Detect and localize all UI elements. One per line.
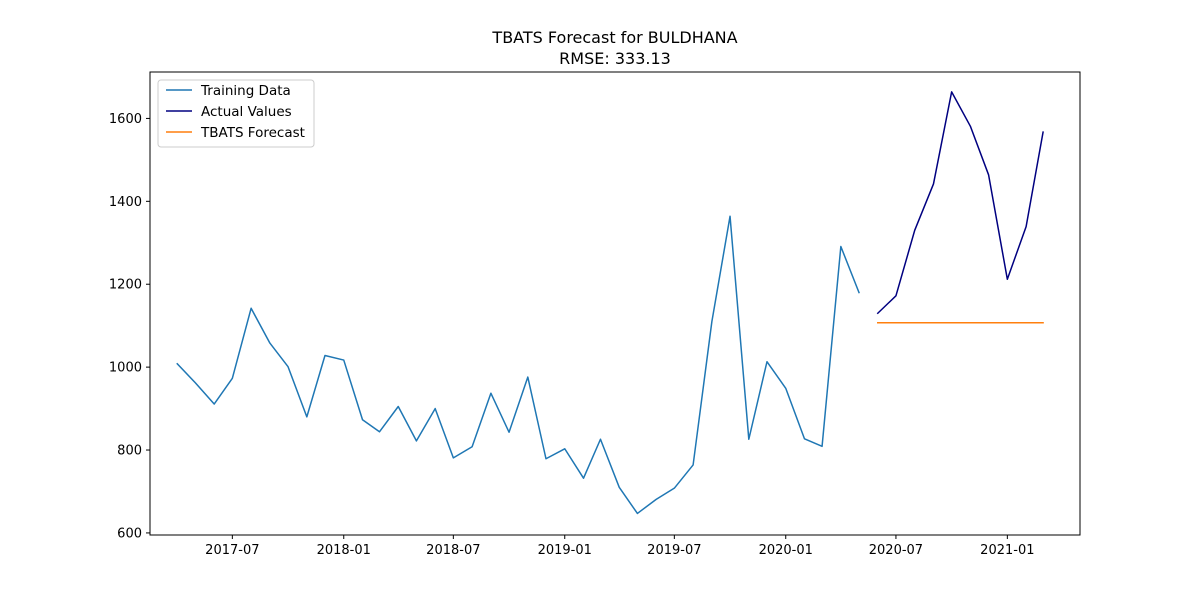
axes: 2017-07 2018-01 2018-07 2019-01 2019-07 2020-… <box>109 112 1035 558</box>
y-tick-label: 800 <box>117 444 142 459</box>
x-tick-label: 2020-01 <box>759 543 813 558</box>
legend-label-1: Actual Values <box>201 104 292 120</box>
x-tick-label: 2020-07 <box>869 543 923 558</box>
y-tick-label: 600 <box>117 526 142 541</box>
plot-frame <box>149 71 1081 536</box>
legend: Training Data Actual Values TBATS Forecast <box>157 79 315 148</box>
plot-area <box>176 91 1044 515</box>
y-tick-label: 1000 <box>109 361 142 376</box>
series-line-1 <box>876 91 1044 315</box>
x-tick-label: 2019-07 <box>647 543 701 558</box>
x-tick-label: 2018-07 <box>426 543 480 558</box>
x-tick-label: 2021-01 <box>980 543 1034 558</box>
chart-subtitle: RMSE: 333.13 <box>559 49 671 68</box>
y-tick-label: 1200 <box>109 278 142 293</box>
y-tick-label: 1600 <box>109 112 142 127</box>
x-tick-label: 2017-07 <box>205 543 259 558</box>
series-line-0 <box>176 215 860 515</box>
chart-title: TBATS Forecast for BULDHANA <box>491 28 737 47</box>
x-tick-label: 2019-01 <box>538 543 592 558</box>
y-tick-label: 1400 <box>109 195 142 210</box>
legend-label-0: Training Data <box>200 83 291 99</box>
legend-label-2: TBATS Forecast <box>200 125 305 141</box>
x-tick-label: 2018-01 <box>317 543 371 558</box>
legend-box <box>157 79 315 148</box>
